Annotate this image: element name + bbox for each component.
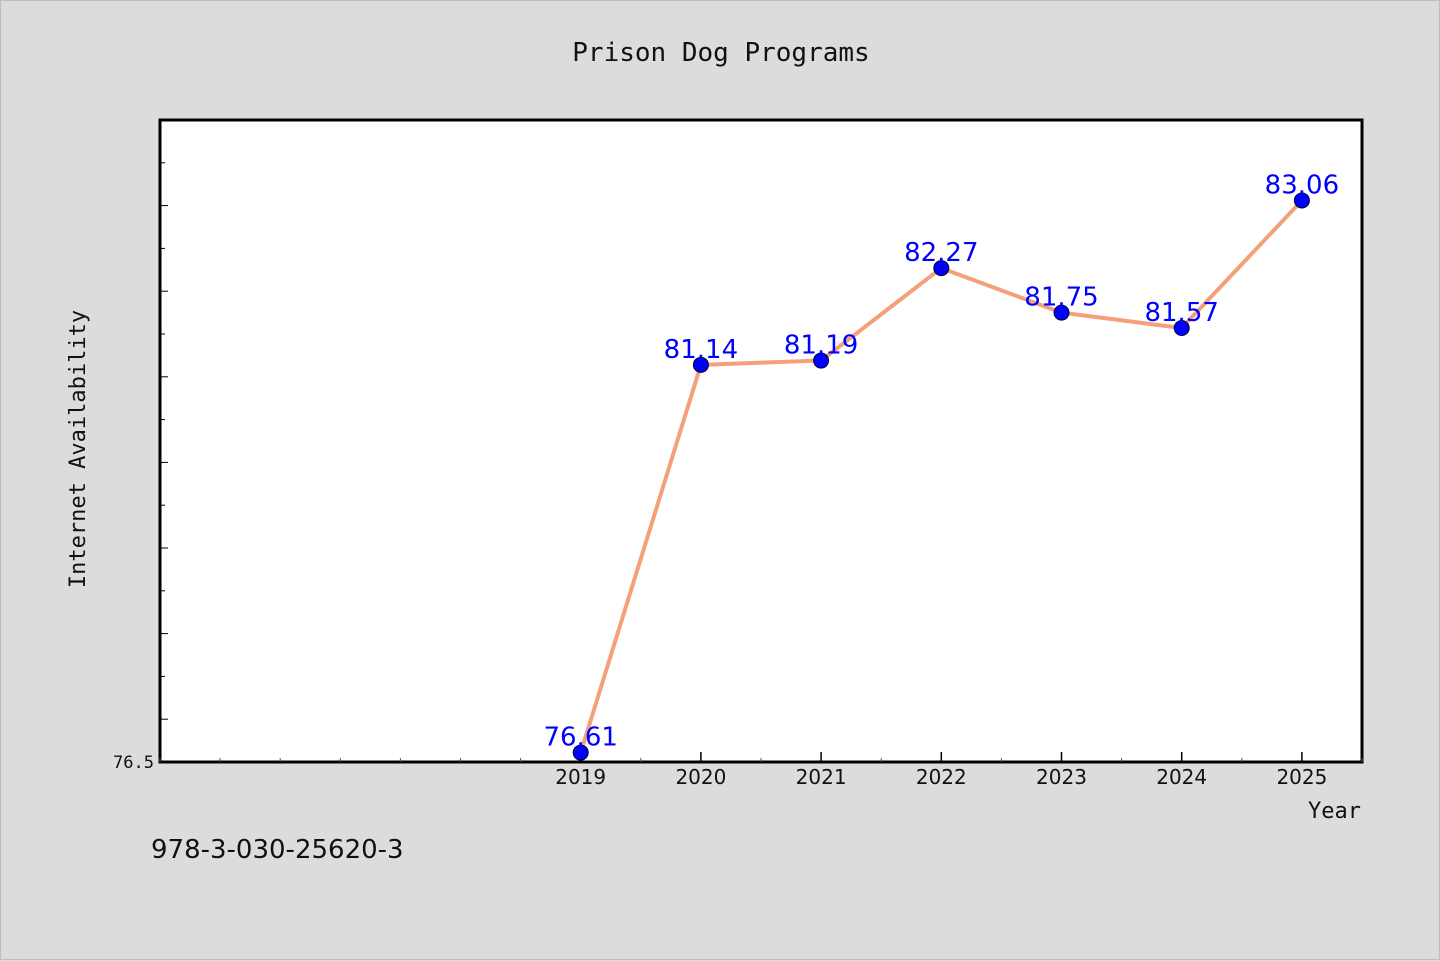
data-points: [572, 192, 1310, 761]
data-label: 82.27: [904, 238, 978, 268]
x-tick-label: 2019: [555, 765, 606, 789]
data-labels: 76.61 81.14 81.19 82.27 81.75 81.57 83.06: [543, 170, 1339, 752]
data-label: 76.61: [543, 723, 617, 753]
x-axis-label: Year: [1308, 799, 1361, 824]
x-tick-label: 2021: [796, 765, 847, 789]
footer-code: 978-3-030-25620-3: [151, 835, 404, 865]
data-point: [1053, 304, 1070, 321]
y-axis-label: Internet Availability: [66, 310, 91, 588]
y-axis-tick-labels: 76.5: [113, 753, 154, 773]
data-point: [1293, 192, 1310, 209]
x-tick-label: 2020: [675, 765, 726, 789]
x-tick-label: 2023: [1036, 765, 1087, 789]
plot-area: [158, 118, 1364, 764]
x-axis-minor-ticks: [159, 758, 1363, 762]
data-point: [572, 744, 589, 761]
data-label: 81.19: [784, 331, 858, 361]
chart-title: Prison Dog Programs: [572, 38, 869, 68]
x-tick-label: 2022: [916, 765, 967, 789]
data-label: 83.06: [1265, 170, 1339, 200]
data-point: [1173, 320, 1190, 337]
data-point: [813, 352, 830, 369]
data-label: 81.57: [1144, 298, 1218, 328]
data-label: 81.14: [664, 335, 738, 365]
x-tick-label: 2024: [1156, 765, 1207, 789]
data-label: 81.75: [1024, 283, 1098, 313]
y-tick-label: 76.5: [113, 753, 154, 773]
y-axis-ticks: [160, 119, 168, 763]
data-point: [933, 260, 950, 277]
x-tick-label: 2025: [1276, 765, 1327, 789]
data-point: [692, 356, 709, 373]
x-axis-tick-labels: 2019 2020 2021 2022 2023 2024 2025: [555, 765, 1327, 789]
